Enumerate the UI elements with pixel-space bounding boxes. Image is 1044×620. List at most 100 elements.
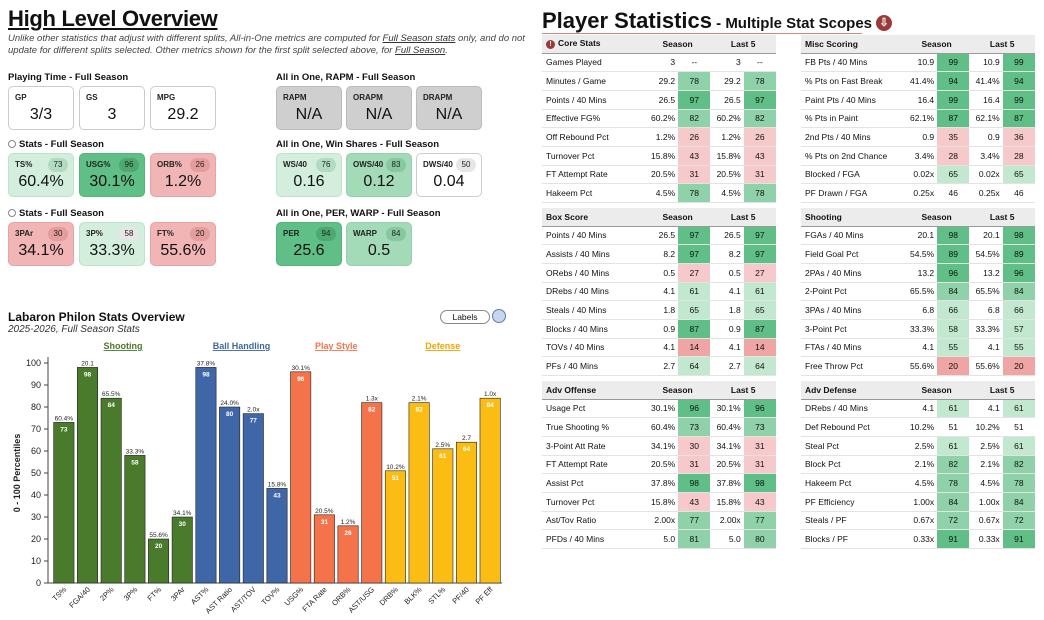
stat-percentile: 97	[743, 90, 776, 110]
col-season[interactable]: Season	[644, 35, 711, 54]
full-season-link[interactable]: Full Season stats	[382, 33, 456, 44]
stat-percentile: 31	[743, 165, 776, 185]
stat-percentile: 98	[1002, 226, 1035, 246]
stat-percentile: 84	[937, 282, 970, 302]
labels-toggle-icon[interactable]	[492, 309, 506, 323]
stat-percentile: 99	[1002, 90, 1035, 110]
stat-value: 54.5%	[969, 244, 1003, 264]
stat-percentile: 78	[678, 183, 711, 203]
x-tick-label: 2P%	[98, 585, 116, 603]
stat-value: 1.2%	[710, 127, 744, 147]
stat-percentile: 51	[1002, 417, 1035, 437]
stat-percentile: 77	[678, 511, 711, 531]
stat-label: Steals / PF	[801, 511, 904, 531]
stat-value: 3.4%	[969, 146, 1003, 166]
stat-percentile: 91	[937, 529, 970, 549]
table-shooting: Shooting Season Last 5 FGAs / 40 Mins 20.1 98…	[801, 208, 1035, 376]
stat-value: 55.6%	[969, 356, 1003, 376]
x-tick-label: FTA Rate	[300, 585, 328, 613]
col-last5[interactable]: Last 5	[710, 381, 776, 400]
stat-value: 8.2	[710, 244, 744, 264]
stat-value: 33.3%	[969, 319, 1003, 339]
col-last5[interactable]: Last 5	[969, 208, 1035, 227]
stat-percentile: 84	[1002, 492, 1035, 512]
stat-value: 34.1%	[644, 436, 679, 456]
table-row: Off Rebound Pct 1.2% 26 1.2% 26	[542, 127, 776, 147]
stat-value: 4.5%	[969, 473, 1003, 493]
bar	[53, 422, 75, 584]
stat-percentile: 57	[1002, 319, 1035, 339]
stat-value: 20.5%	[710, 165, 744, 185]
stat-percentile: 31	[678, 455, 711, 475]
stat-value: 5.0	[644, 529, 679, 549]
bar	[148, 538, 170, 584]
stat-percentile: 14	[743, 338, 776, 358]
stat-label: PF Drawn / FGA	[801, 183, 904, 203]
table-box: Box Score Season Last 5 Points / 40 Mins 26.…	[542, 208, 776, 376]
table-misc: Misc Scoring Season Last 5 FB Pts / 40 Mins…	[801, 35, 1035, 203]
stat-percentile: 64	[678, 356, 711, 376]
stat-label: Off Rebound Pct	[542, 127, 645, 147]
bar	[384, 470, 406, 584]
download-icon[interactable]: ⇩	[876, 15, 893, 31]
stat-label: Minutes / Game	[542, 71, 645, 91]
stat-percentile: 99	[937, 90, 970, 110]
stat-label: Usage Pct	[542, 399, 645, 419]
stat-value: 1.8	[644, 300, 679, 320]
col-last5[interactable]: Last 5	[710, 35, 776, 54]
stat-value: 26.5	[710, 226, 744, 246]
bar-value-label: 64	[463, 446, 471, 453]
stat-label: Assist Pct	[542, 473, 645, 493]
table-row: FT Attempt Rate 20.5% 31 20.5% 31	[542, 165, 776, 185]
table-row: FT Attempt Rate 20.5% 31 20.5% 31	[542, 455, 776, 475]
col-season[interactable]: Season	[903, 35, 970, 54]
col-last5[interactable]: Last 5	[969, 35, 1035, 54]
radio-icon[interactable]	[8, 140, 16, 148]
bar	[171, 516, 193, 584]
stat-percentile: 94	[1002, 71, 1035, 91]
table-row: ORebs / 40 Mins 0.5 27 0.5 27	[542, 263, 776, 283]
x-tick-label: FGA/40	[67, 585, 92, 610]
stat-value: 4.1	[644, 338, 679, 358]
stat-value: 62.1%	[903, 109, 938, 129]
col-season[interactable]: Season	[644, 381, 711, 400]
stat-percentile: 99	[937, 53, 970, 73]
stat-value: 2.00x	[644, 511, 679, 531]
bar-raw-label: 15.8%	[268, 481, 287, 488]
radio-icon[interactable]	[8, 209, 16, 217]
card-orapm: ORAPM N/A	[346, 86, 412, 130]
stat-value: 4.1	[969, 399, 1003, 419]
card-mpg: MPG 29.2	[150, 86, 216, 130]
stat-value: 1.00x	[969, 492, 1003, 512]
col-season[interactable]: Season	[644, 208, 711, 227]
full-season-link-2[interactable]: Full Season	[395, 44, 446, 56]
stat-value: 2.00x	[710, 511, 744, 531]
stat-percentile: 14	[678, 338, 711, 358]
table-core: ! Core Stats Season Last 5 Games Played 3 -- 3-…	[542, 35, 776, 203]
col-last5[interactable]: Last 5	[969, 381, 1035, 400]
bar-value-label: 84	[487, 402, 495, 409]
labels-toggle-button[interactable]: Labels	[440, 310, 490, 324]
stat-percentile: 61	[937, 399, 970, 419]
col-season[interactable]: Season	[903, 381, 970, 400]
bar-raw-label: 65.5%	[102, 391, 121, 398]
col-last5[interactable]: Last 5	[710, 208, 776, 227]
section-stats-2[interactable]: Stats - Full Season	[8, 208, 104, 219]
bar-raw-label: 2.5%	[435, 442, 450, 449]
card-warp: WARP 84 0.5	[346, 222, 412, 266]
stat-value: 4.5%	[644, 183, 679, 203]
stat-percentile: 65	[678, 300, 711, 320]
bar	[219, 406, 241, 584]
stat-value: 0.02x	[903, 165, 938, 185]
stat-percentile: 98	[678, 473, 711, 493]
bar-raw-label: 24.0%	[220, 400, 239, 407]
table-row: Hakeem Pct 4.5% 78 4.5% 78	[542, 183, 776, 203]
stat-value: 6.8	[903, 300, 938, 320]
col-season[interactable]: Season	[903, 208, 970, 227]
group-label: Defense	[425, 341, 460, 351]
table-row: Games Played 3 -- 3 --	[542, 53, 776, 73]
stat-percentile: 82	[678, 109, 711, 129]
info-icon[interactable]: !	[546, 40, 555, 50]
stat-label: 2-Point Pct	[801, 282, 904, 302]
section-stats-1[interactable]: Stats - Full Season	[8, 139, 104, 150]
